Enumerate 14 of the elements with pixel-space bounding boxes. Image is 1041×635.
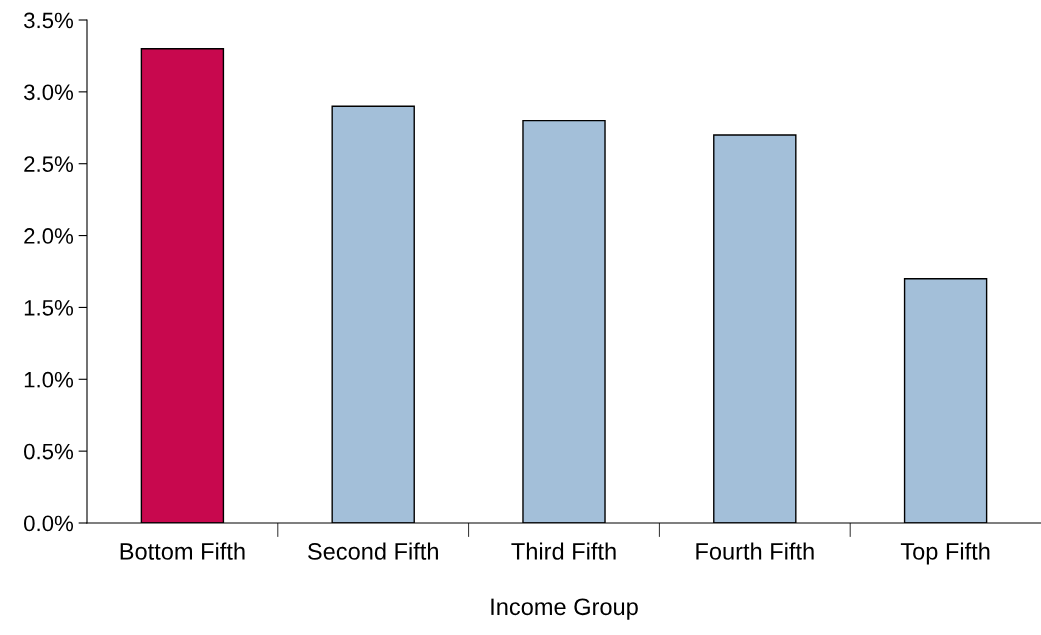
y-tick-label: 2.5%: [24, 156, 74, 172]
y-tick-label: 2.0%: [24, 228, 74, 244]
y-tick-label: 1.0%: [24, 371, 74, 388]
y-tick-label: 1.5%: [24, 300, 74, 316]
y-tick-label: 3.0%: [24, 84, 74, 101]
x-tick-label: Fourth Fifth: [696, 542, 814, 560]
x-tick-label: Third Fifth: [511, 542, 616, 560]
y-tick-label: 0.0%: [24, 515, 74, 532]
x-tick-label: Second Fifth: [308, 542, 438, 560]
x-tick-label: Bottom Fifth: [120, 542, 245, 560]
y-tick-label: 0.5%: [24, 443, 74, 460]
x-axis-title: Income Group: [491, 598, 638, 620]
y-tick-label: 3.5%: [24, 12, 74, 29]
x-tick-label: Top Fifth: [900, 542, 990, 565]
